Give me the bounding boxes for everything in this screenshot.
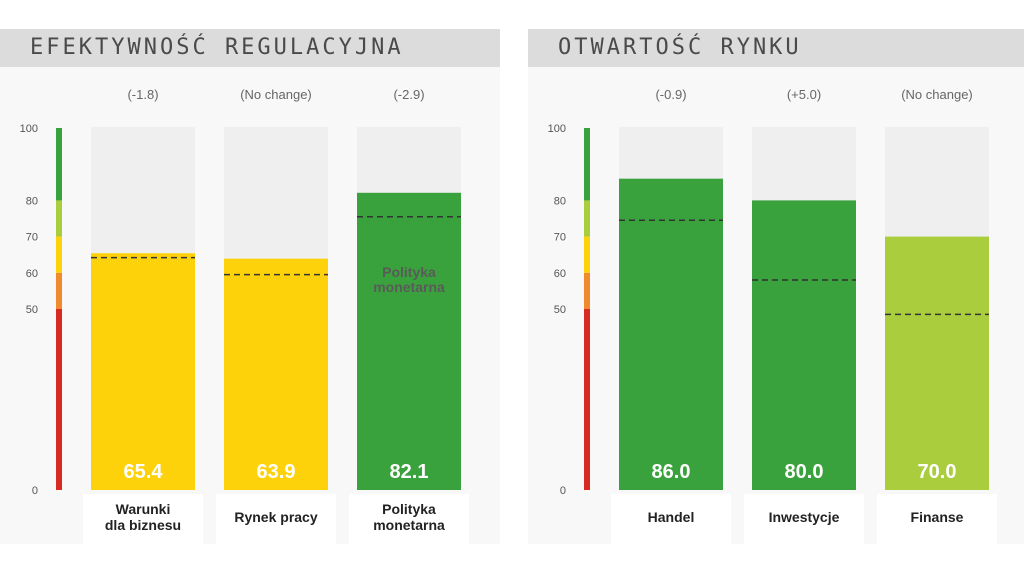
scale-band bbox=[584, 309, 590, 490]
scale-band bbox=[56, 272, 62, 309]
y-tick-label: 70 bbox=[26, 232, 38, 244]
y-tick-label: 50 bbox=[26, 304, 38, 316]
change-label: (No change) bbox=[240, 87, 312, 102]
panel-header bbox=[0, 29, 500, 67]
category-label-background bbox=[611, 494, 731, 552]
bar-inner-label: Polityka bbox=[382, 264, 436, 280]
data-label: 86.0 bbox=[652, 461, 691, 483]
bar bbox=[91, 253, 195, 490]
y-tick-label: 60 bbox=[26, 268, 38, 280]
category-label-background bbox=[83, 494, 203, 552]
x-category-label: monetarna bbox=[373, 517, 445, 533]
x-category-label: Rynek pracy bbox=[234, 509, 317, 525]
change-label: (+5.0) bbox=[787, 87, 821, 102]
bar-inner-label: monetarna bbox=[373, 279, 445, 295]
change-label: (-0.9) bbox=[655, 87, 686, 102]
panel-market-openness: OTWARTOŚĆ RYNKU 0 50 60 70 80 100 (-0.9) 86.0 Ha… bbox=[528, 0, 1024, 576]
category-label-background bbox=[349, 494, 469, 552]
chart-title: EFEKTYWNOŚĆ REGULACYJNA bbox=[30, 35, 404, 60]
scale-band bbox=[584, 236, 590, 273]
x-category-label: Inwestycje bbox=[769, 509, 840, 525]
bar-chart-market-openness: 0 50 60 70 80 100 (-0.9) 86.0 Handel (+5.0) 80.0 In… bbox=[548, 87, 997, 552]
scale-band bbox=[56, 309, 62, 490]
data-label: 80.0 bbox=[785, 461, 824, 483]
scale-band bbox=[584, 272, 590, 309]
bar bbox=[357, 192, 461, 490]
category-label-background bbox=[744, 494, 864, 552]
x-category-label: Polityka bbox=[382, 501, 436, 517]
data-label: 63.9 bbox=[257, 461, 296, 483]
change-label: (No change) bbox=[901, 87, 973, 102]
panel-regulatory-efficiency: EFEKTYWNOŚĆ REGULACYJNA 0 50 60 70 80 100 (-1.… bbox=[0, 0, 500, 576]
category-label-background bbox=[877, 494, 997, 552]
y-tick-label: 50 bbox=[554, 304, 566, 316]
y-tick-label: 100 bbox=[20, 123, 38, 135]
category-label-background bbox=[216, 494, 336, 552]
change-label: (-1.8) bbox=[127, 87, 158, 102]
scale-band bbox=[584, 200, 590, 237]
x-category-label: Handel bbox=[648, 509, 695, 525]
x-category-label: dla biznesu bbox=[105, 517, 181, 533]
bar bbox=[752, 200, 856, 490]
data-label: 82.1 bbox=[390, 461, 429, 483]
y-tick-label: 80 bbox=[554, 195, 566, 207]
y-tick-label: 80 bbox=[26, 195, 38, 207]
panel-header bbox=[528, 29, 1024, 67]
y-tick-label: 0 bbox=[32, 485, 38, 497]
scale-band bbox=[56, 128, 62, 201]
bar bbox=[224, 258, 328, 490]
scale-band bbox=[584, 128, 590, 201]
x-category-label: Warunki bbox=[116, 501, 171, 517]
scale-band bbox=[56, 200, 62, 237]
scale-band bbox=[56, 236, 62, 273]
chart-title: OTWARTOŚĆ RYNKU bbox=[558, 35, 802, 60]
bar bbox=[885, 236, 989, 490]
bar bbox=[619, 178, 723, 490]
y-tick-label: 70 bbox=[554, 232, 566, 244]
x-category-label: Finanse bbox=[911, 509, 964, 525]
y-tick-label: 60 bbox=[554, 268, 566, 280]
data-label: 70.0 bbox=[918, 461, 957, 483]
y-tick-label: 0 bbox=[560, 485, 566, 497]
data-label: 65.4 bbox=[124, 461, 164, 483]
change-label: (-2.9) bbox=[393, 87, 424, 102]
y-tick-label: 100 bbox=[548, 123, 566, 135]
